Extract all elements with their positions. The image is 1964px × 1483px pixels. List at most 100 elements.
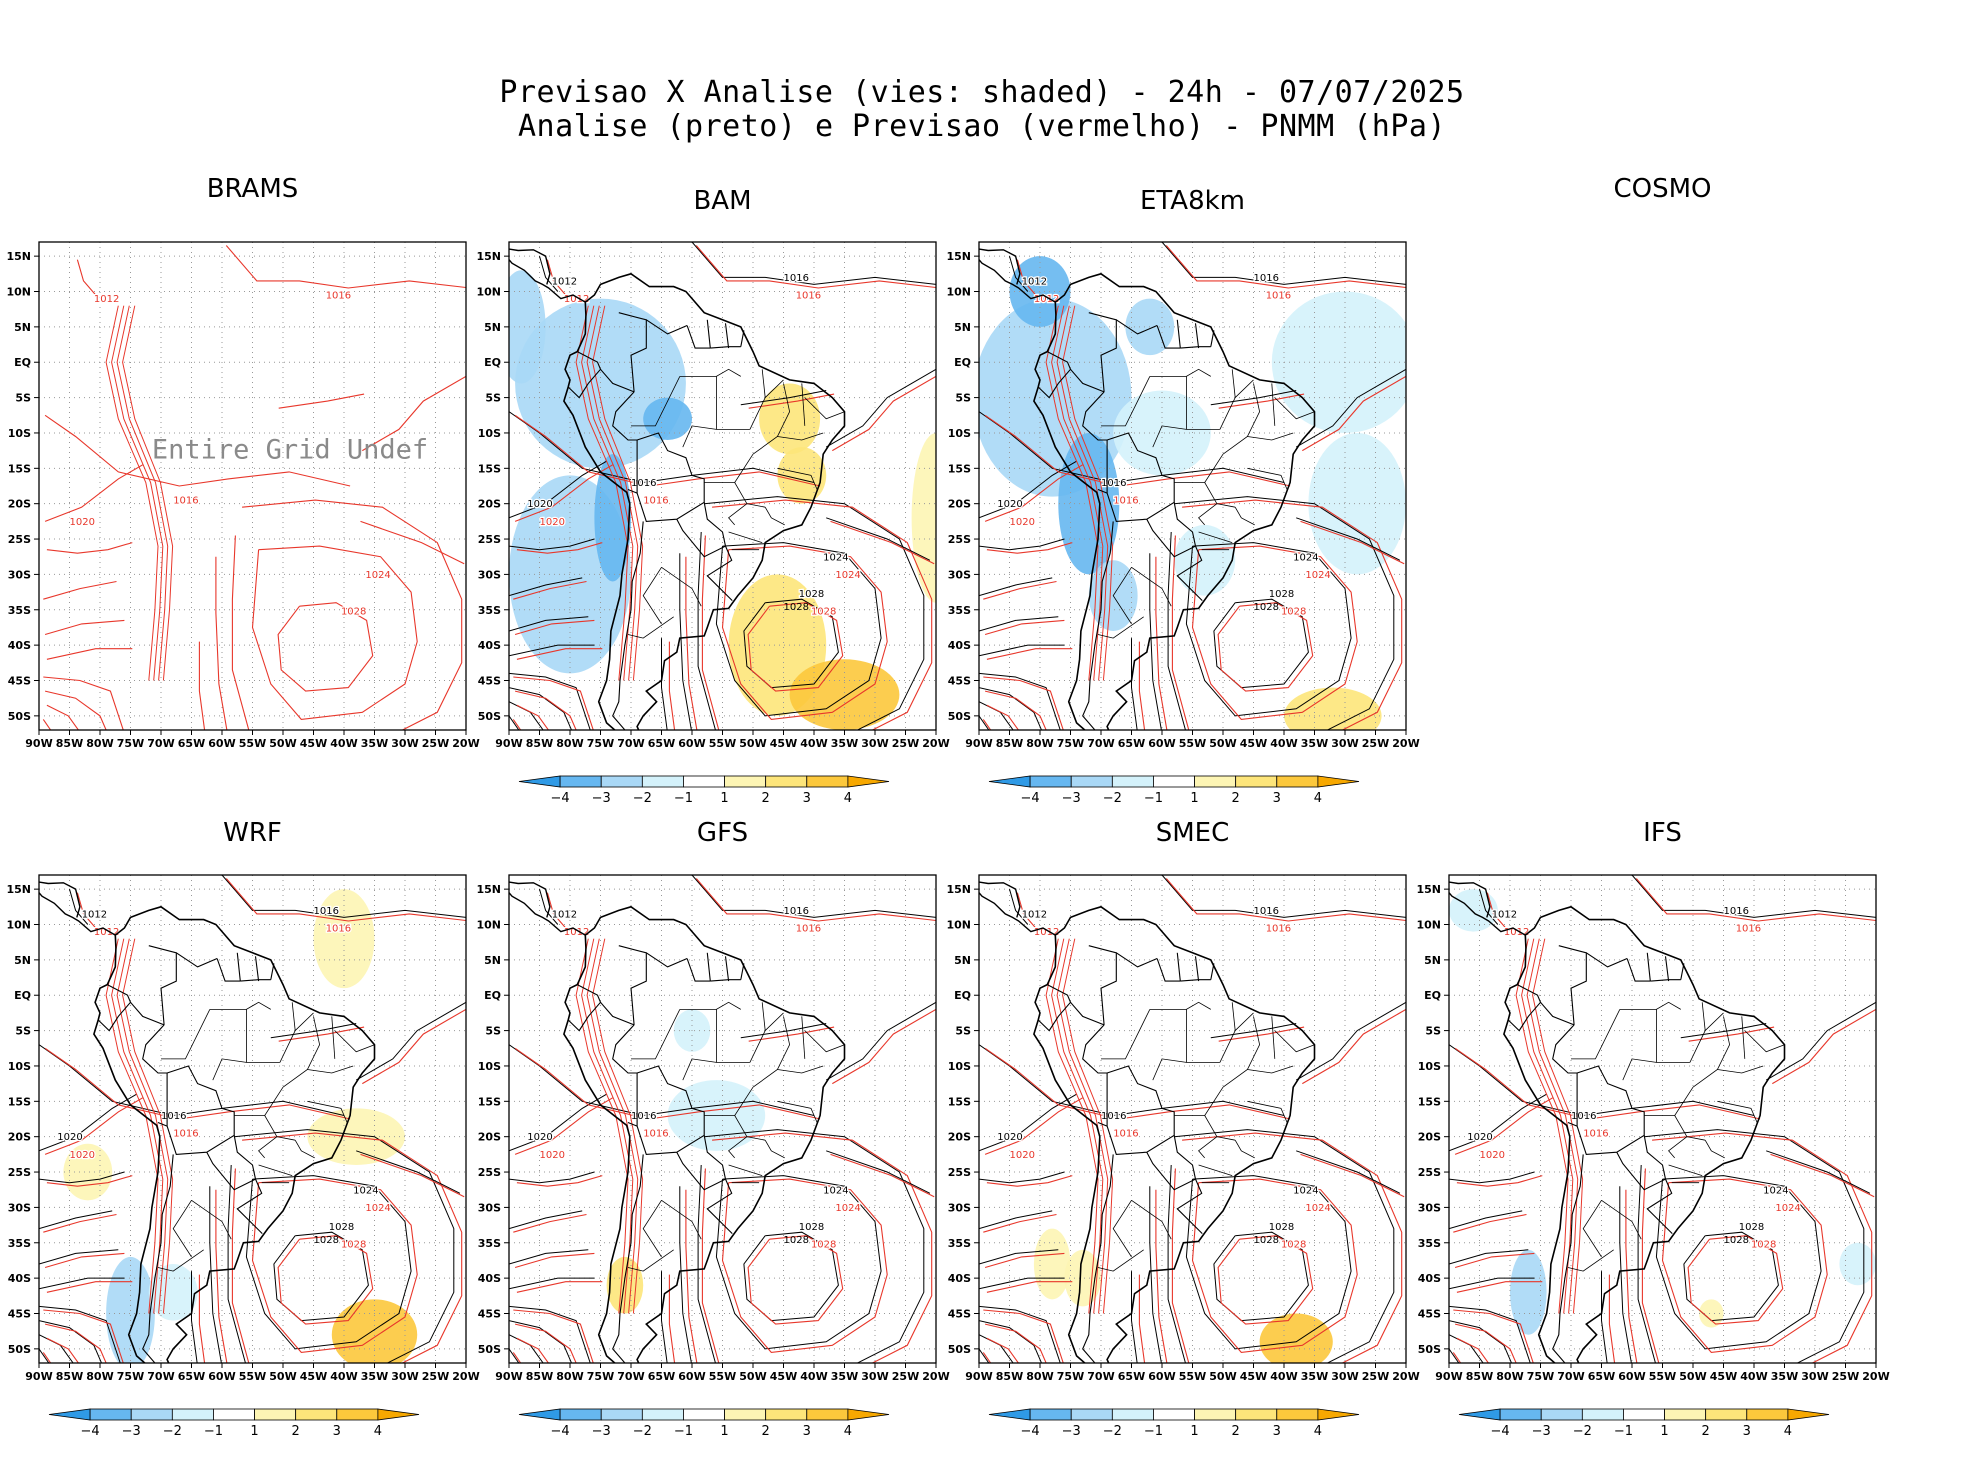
x-tick-label: 70W	[1557, 1370, 1584, 1383]
panel-title-brams: BRAMS	[206, 174, 299, 204]
colorbar-swatch	[1070, 1408, 1113, 1421]
y-tick-label: 5N	[14, 954, 31, 967]
colorbar-label: 1	[720, 791, 728, 806]
state-border	[764, 507, 785, 526]
country-border	[710, 346, 741, 349]
analysis-isobar	[661, 1271, 668, 1363]
state-border	[631, 1009, 681, 1060]
x-tick-label: 75W	[1057, 737, 1084, 750]
colorbar-swatch	[1664, 1408, 1707, 1421]
analysis-isobar	[1644, 1129, 1865, 1363]
colorbar-label: 2	[1702, 1424, 1710, 1439]
colorbar-swatch	[1235, 775, 1278, 788]
country-border	[1176, 319, 1181, 349]
y-tick-label: 5S	[485, 1025, 501, 1038]
analysis-isobar	[1449, 1320, 1513, 1363]
state-border	[212, 1058, 247, 1081]
colorbar-swatch	[683, 775, 725, 788]
country-border	[645, 319, 688, 335]
bias-shade	[759, 383, 821, 455]
country-border	[612, 521, 644, 730]
state-border	[1674, 1086, 1706, 1141]
forecast-isobar	[1300, 1153, 1405, 1198]
analysis-isobar	[979, 538, 1065, 551]
analysis-isobar	[1167, 1164, 1186, 1363]
state-border	[777, 1065, 824, 1074]
colorbar-swatch	[295, 1408, 338, 1421]
colorbar-label: 2	[1232, 1424, 1240, 1439]
forecast-isobar	[43, 1213, 117, 1233]
x-tick-label: 75W	[1057, 1370, 1084, 1383]
analysis-isobar	[245, 1175, 412, 1350]
x-tick-label: 70W	[147, 1370, 174, 1383]
x-tick-label: 40W	[1270, 737, 1297, 750]
state-border	[331, 1016, 336, 1059]
y-tick-label: 20S	[478, 1131, 501, 1144]
state-border	[1204, 453, 1236, 508]
analysis-isobar	[740, 390, 827, 406]
isobar-label: 1028	[811, 1240, 836, 1251]
state-border	[1152, 425, 1187, 448]
analysis-isobar	[509, 1249, 589, 1265]
x-tick-label: 90W	[25, 1370, 52, 1383]
forecast-isobar	[46, 542, 133, 554]
colorbar-swatch	[48, 1408, 91, 1421]
isobar-label: 1028	[811, 607, 836, 618]
analysis-isobar	[39, 1249, 119, 1265]
country-border	[1088, 312, 1117, 392]
analysis-isobar	[1213, 1231, 1309, 1322]
forecast-isobar	[1652, 1132, 1873, 1363]
analysis-isobar	[1631, 875, 1876, 918]
bias-shade	[148, 1263, 198, 1321]
country-border	[1194, 323, 1200, 349]
forecast-isobar	[581, 305, 634, 681]
state-border	[172, 1200, 192, 1258]
country-border	[130, 1001, 165, 1026]
colorbar-label: 4	[1784, 1424, 1792, 1439]
country-border	[1070, 368, 1105, 393]
y-tick-label: 15N	[6, 250, 31, 263]
country-border	[1210, 963, 1215, 980]
analysis-isobar	[1210, 1023, 1297, 1039]
state-border	[1149, 368, 1212, 377]
state-border	[749, 1002, 766, 1063]
country-border	[1082, 391, 1108, 441]
forecast-isobar	[830, 520, 935, 565]
coastline	[563, 272, 846, 730]
x-tick-label: 90W	[1435, 1370, 1462, 1383]
analysis-isobar	[270, 1023, 357, 1039]
coastline	[509, 892, 586, 936]
forecast-isobar	[111, 305, 164, 681]
isobar-label: 1016	[326, 291, 351, 302]
analysis-isobar	[509, 644, 595, 657]
x-tick-label: 20W	[922, 737, 949, 750]
x-tick-label: 65W	[178, 1370, 205, 1383]
state-border	[1692, 1016, 1731, 1088]
analysis-isobar	[39, 1320, 103, 1363]
analysis-isobar	[1213, 598, 1309, 689]
forecast-isobar	[1454, 1252, 1535, 1269]
analysis-isobar	[509, 687, 573, 730]
bias-shade	[1839, 1242, 1876, 1286]
colorbar-swatch	[1746, 1408, 1789, 1421]
analysis-isobar	[979, 1044, 1285, 1117]
analysis-isobar	[697, 1164, 716, 1363]
country-border	[1115, 319, 1158, 335]
forecast-isobar	[513, 1213, 587, 1233]
state-border	[801, 383, 806, 426]
isobar-label: 1024	[835, 1203, 860, 1214]
state-border	[679, 368, 742, 377]
analysis-isobar	[1449, 1249, 1529, 1265]
forecast-isobar	[514, 1252, 595, 1269]
country-border	[148, 945, 177, 1025]
isobar-label: 1020	[540, 1150, 565, 1161]
map-area: 1028102810241024102010201016101610121012…	[509, 242, 936, 730]
forecast-isobar	[231, 535, 250, 730]
analysis-isobar	[509, 1305, 591, 1363]
forecast-isobar	[1217, 602, 1314, 692]
forecast-isobar	[44, 1323, 107, 1363]
colorbar-label: 3	[1743, 1424, 1751, 1439]
forecast-isobar	[986, 1175, 1073, 1187]
y-tick-label: 10S	[8, 427, 31, 440]
y-tick-label: 10S	[8, 1060, 31, 1073]
